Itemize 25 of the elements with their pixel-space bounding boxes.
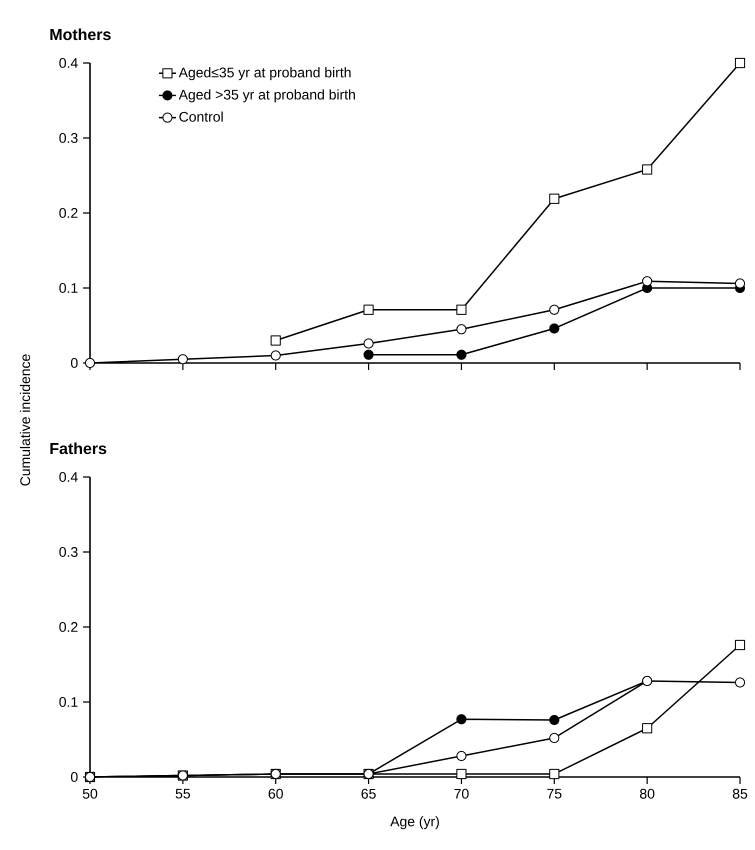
y-tick-label: 0.4	[59, 472, 78, 482]
x-tick-label: 85	[732, 788, 748, 799]
y-tick-label: 0.2	[59, 208, 78, 218]
x-tick-label: 55	[176, 788, 190, 799]
chart-title: Mothers	[50, 28, 111, 40]
legend-label: Aged >35 yr at proband birth	[178, 89, 355, 102]
x-tick-label: 75	[547, 788, 562, 799]
y-tick-label: 0.3	[59, 133, 78, 143]
y-tick-label: 0.1	[59, 283, 78, 293]
y-tick-label: 0.2	[59, 622, 78, 632]
x-tick-label: 65	[362, 788, 376, 799]
y-tick-label: 0	[70, 358, 78, 368]
legend-label: Aged≤35 yr at proband birth	[178, 67, 351, 80]
x-tick-label: 60	[268, 788, 283, 799]
y-tick-label: 0.3	[59, 547, 78, 557]
y-axis-title: Cumulative incidence	[20, 354, 30, 486]
x-tick-label: 80	[640, 788, 654, 799]
chart-title: Fathers	[50, 442, 106, 454]
x-tick-label: 70	[454, 788, 469, 799]
y-tick-label: 0	[70, 772, 78, 782]
y-tick-label: 0.1	[59, 697, 78, 707]
y-tick-label: 0.4	[59, 58, 78, 68]
legend-label: Control	[179, 111, 223, 122]
x-axis-title: Age (yr)	[390, 816, 439, 830]
x-tick-label: 50	[82, 788, 98, 799]
